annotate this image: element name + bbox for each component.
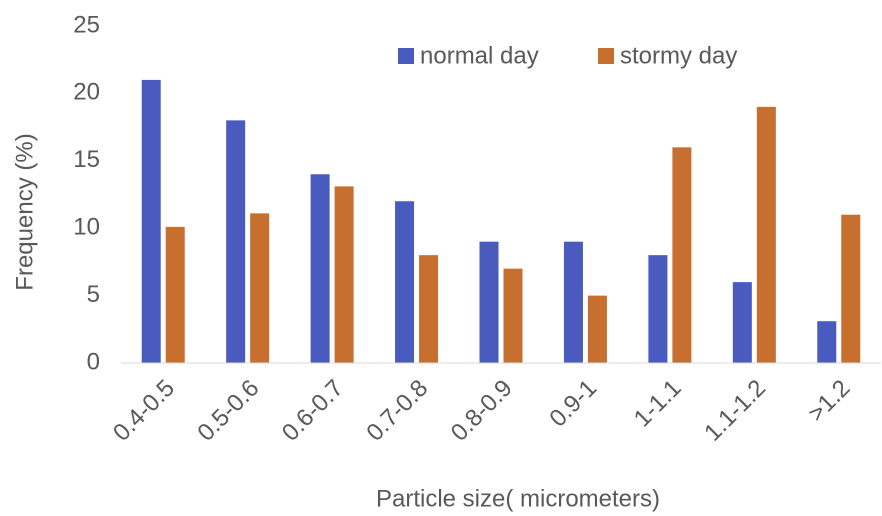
x-tick-label: 0.7-0.8 bbox=[361, 375, 433, 447]
bar bbox=[141, 79, 161, 364]
y-tick-label: 20 bbox=[73, 79, 100, 106]
bar bbox=[587, 295, 607, 363]
bar bbox=[732, 282, 752, 363]
bar bbox=[817, 321, 837, 363]
legend-label: normal day bbox=[420, 42, 539, 69]
bar bbox=[503, 268, 523, 363]
x-axis-label: Particle size( micrometers) bbox=[376, 485, 660, 512]
x-tick-label: 0.8-0.9 bbox=[446, 375, 518, 447]
bar bbox=[395, 201, 415, 363]
bar bbox=[334, 186, 354, 363]
x-tick-label: >1.2 bbox=[803, 375, 856, 428]
bar bbox=[563, 241, 583, 363]
bar bbox=[419, 255, 439, 363]
y-tick-label: 10 bbox=[73, 214, 100, 241]
y-axis-label: Frequency (%) bbox=[11, 133, 38, 290]
legend-swatch bbox=[398, 48, 414, 64]
legend-swatch bbox=[598, 48, 614, 64]
x-tick-label: 1-1.1 bbox=[629, 375, 687, 433]
y-tick-label: 0 bbox=[87, 348, 100, 375]
bar bbox=[165, 226, 185, 363]
legend-label: stormy day bbox=[620, 42, 737, 69]
bar bbox=[250, 213, 270, 363]
x-tick-label: 0.4-0.5 bbox=[108, 375, 180, 447]
y-tick-label: 15 bbox=[73, 146, 100, 173]
bar bbox=[841, 214, 861, 363]
bar bbox=[226, 120, 246, 363]
x-tick-label: 0.5-0.6 bbox=[192, 375, 264, 447]
x-tick-label: 0.6-0.7 bbox=[277, 375, 349, 447]
bar bbox=[756, 106, 776, 363]
y-tick-label: 25 bbox=[73, 11, 100, 38]
x-tick-label: 1.1-1.2 bbox=[699, 375, 771, 447]
bar bbox=[648, 255, 668, 363]
bar bbox=[310, 174, 330, 363]
x-tick-label: 0.9-1 bbox=[544, 375, 602, 433]
y-tick-label: 5 bbox=[87, 281, 100, 308]
bar bbox=[672, 147, 692, 363]
bar bbox=[479, 241, 499, 363]
